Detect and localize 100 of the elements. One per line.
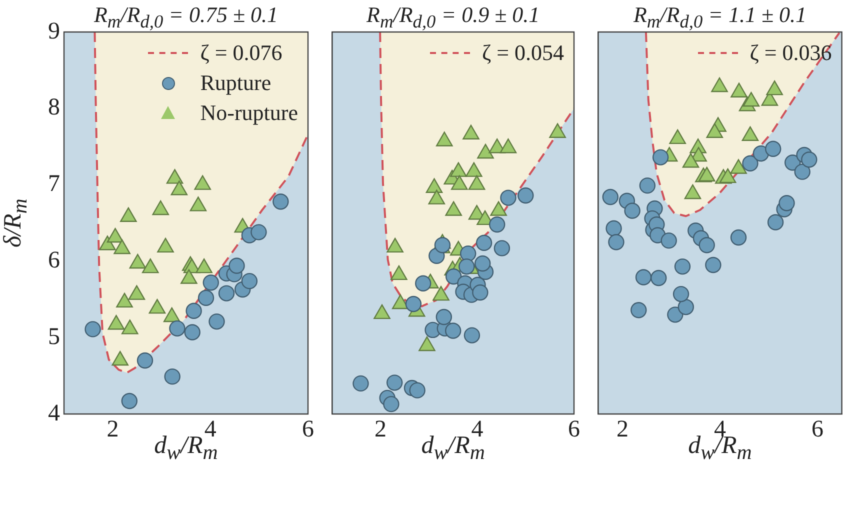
point xyxy=(674,258,691,275)
point xyxy=(108,315,125,330)
point xyxy=(766,80,783,96)
point xyxy=(765,140,782,157)
point xyxy=(228,258,245,274)
point xyxy=(142,258,159,274)
point xyxy=(464,327,480,344)
point xyxy=(652,149,669,166)
point xyxy=(678,298,694,316)
point xyxy=(198,290,214,306)
point xyxy=(241,272,258,290)
y-tick-label: 7 xyxy=(48,171,60,198)
point xyxy=(194,175,211,190)
point xyxy=(136,352,154,369)
point xyxy=(208,313,225,330)
point xyxy=(669,129,686,144)
point xyxy=(476,234,492,251)
point xyxy=(190,196,207,212)
point xyxy=(608,234,624,250)
point xyxy=(474,255,491,272)
point xyxy=(730,229,747,246)
point xyxy=(436,132,453,146)
point xyxy=(490,201,507,216)
point xyxy=(409,382,426,398)
point xyxy=(164,368,180,385)
point xyxy=(405,296,422,312)
point xyxy=(719,168,736,184)
point xyxy=(635,269,652,286)
point xyxy=(468,175,486,190)
point xyxy=(466,162,482,177)
point xyxy=(121,392,138,410)
point xyxy=(184,324,200,340)
point xyxy=(660,232,677,249)
legend-label: ζ = 0.036 xyxy=(750,39,832,67)
point xyxy=(706,123,724,138)
chart-title: R$_{m}$/R$_{d,0}$ = 0.9 ± 0.1 xyxy=(366,2,540,32)
point xyxy=(169,320,186,337)
point xyxy=(606,220,622,236)
point xyxy=(450,162,467,177)
point xyxy=(705,256,722,274)
line-series xyxy=(94,32,308,374)
point xyxy=(698,237,715,254)
y-tick-label: 6 xyxy=(48,247,60,274)
point xyxy=(148,298,166,314)
point xyxy=(84,321,101,338)
point xyxy=(794,164,810,180)
point xyxy=(99,236,116,250)
point xyxy=(672,286,690,302)
point xyxy=(445,322,462,339)
point xyxy=(667,306,684,323)
point xyxy=(166,169,184,184)
point xyxy=(450,175,468,190)
point xyxy=(472,284,488,301)
legend-label: Rupture xyxy=(200,69,272,97)
x-tick-label: 2 xyxy=(374,416,387,443)
point xyxy=(549,123,566,138)
y-tick-label: 5 xyxy=(48,324,60,350)
point xyxy=(383,396,400,412)
point xyxy=(639,177,656,194)
point xyxy=(386,374,403,391)
point xyxy=(801,151,818,168)
chart-title: R$_{m}$/R$_{d,0}$ = 1.1 ± 0.1 xyxy=(633,2,807,32)
legend-label: ζ = 0.054 xyxy=(482,39,564,67)
point xyxy=(180,269,198,284)
point xyxy=(352,375,369,392)
point xyxy=(116,292,133,308)
point xyxy=(218,285,235,302)
point xyxy=(742,155,758,172)
legend-label: ζ = 0.076 xyxy=(200,39,282,67)
point xyxy=(462,124,480,140)
point xyxy=(711,77,728,92)
x-tick-label: 6 xyxy=(302,416,314,443)
point xyxy=(730,159,747,174)
point xyxy=(426,178,443,193)
point xyxy=(386,238,404,253)
point xyxy=(650,270,667,286)
point xyxy=(114,239,130,254)
point xyxy=(152,200,170,216)
point xyxy=(752,145,770,162)
point xyxy=(602,188,618,206)
point xyxy=(163,307,180,322)
point xyxy=(682,153,700,168)
point xyxy=(489,216,506,233)
x-tick-label: 2 xyxy=(106,416,119,443)
point xyxy=(742,126,759,142)
point xyxy=(129,254,146,269)
point xyxy=(390,265,408,280)
point xyxy=(730,82,748,98)
chart-title: R$_{m}$/R$_{d,0}$ = 0.75 ± 0.1 xyxy=(94,2,278,32)
point xyxy=(170,180,188,196)
y-tick-label: 4 xyxy=(48,400,60,426)
point xyxy=(436,308,452,326)
point xyxy=(128,285,146,300)
point xyxy=(121,320,138,334)
x-tick-label: 6 xyxy=(811,416,824,443)
point xyxy=(458,258,475,275)
point xyxy=(428,190,446,204)
point xyxy=(202,274,219,291)
point xyxy=(500,138,517,154)
point xyxy=(120,207,137,222)
